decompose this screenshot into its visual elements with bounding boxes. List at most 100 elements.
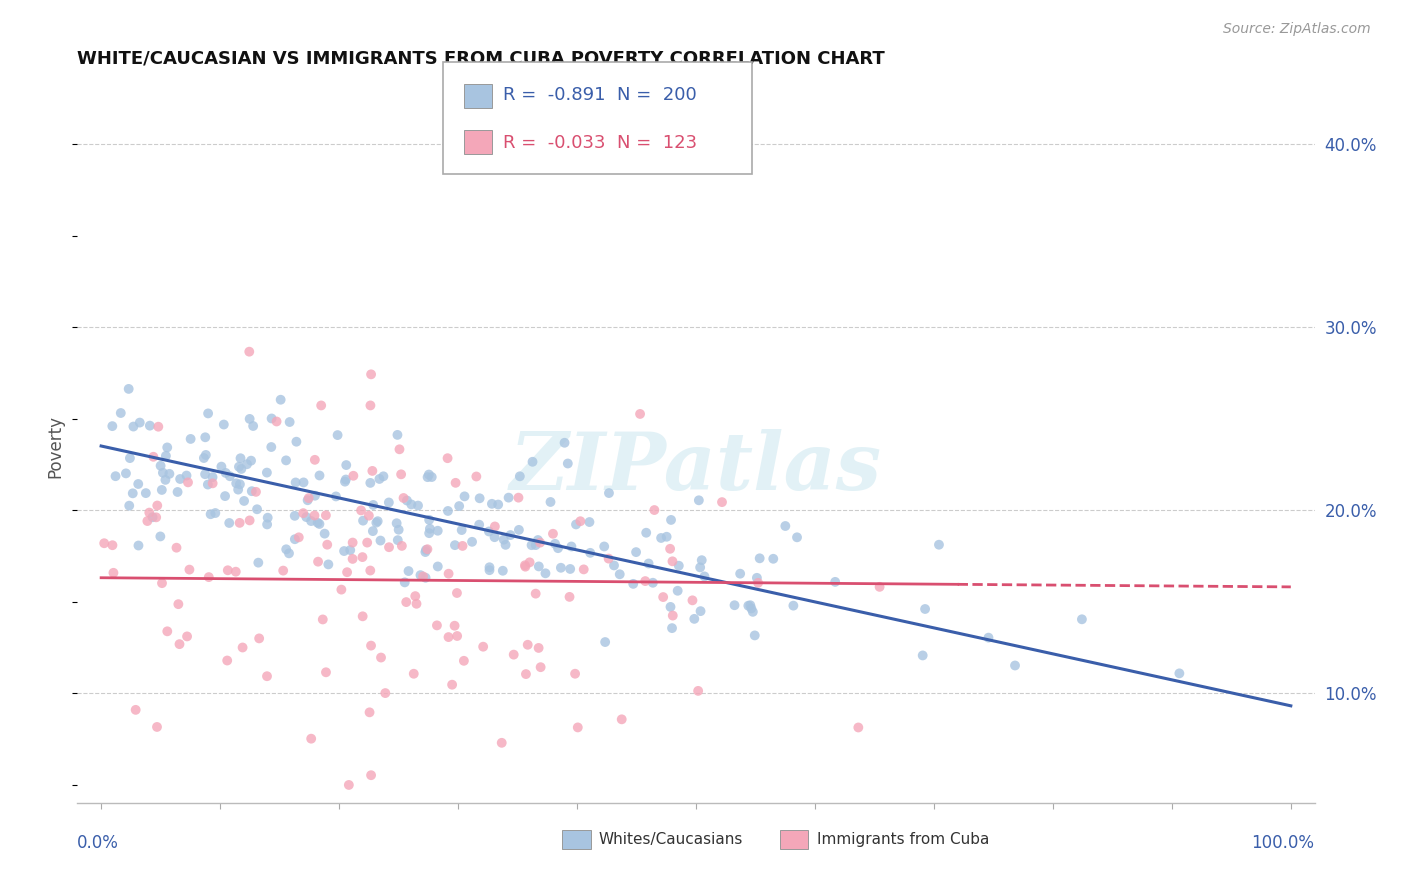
- Point: [484, 519, 506, 533]
- Point: [124, 703, 146, 717]
- Point: [352, 514, 374, 528]
- Point: [194, 430, 217, 444]
- Point: [762, 551, 785, 566]
- Point: [142, 450, 165, 464]
- Point: [304, 508, 326, 523]
- Point: [603, 558, 626, 573]
- Point: [246, 502, 269, 516]
- Point: [689, 604, 711, 618]
- Point: [274, 453, 297, 467]
- Point: [232, 640, 254, 655]
- Point: [337, 778, 360, 792]
- Point: [395, 595, 418, 609]
- Point: [239, 412, 262, 426]
- Point: [415, 545, 437, 559]
- Point: [478, 563, 501, 577]
- Point: [177, 475, 200, 490]
- Point: [409, 568, 432, 582]
- Point: [911, 648, 934, 663]
- Point: [156, 624, 179, 639]
- Point: [659, 599, 682, 614]
- Point: [530, 660, 553, 674]
- Point: [212, 417, 235, 432]
- Point: [527, 533, 550, 547]
- Point: [256, 669, 278, 683]
- Point: [650, 531, 672, 545]
- Point: [436, 451, 458, 466]
- Point: [146, 720, 169, 734]
- Point: [179, 563, 201, 577]
- Point: [486, 498, 509, 512]
- Point: [360, 768, 382, 782]
- Point: [361, 524, 384, 538]
- Point: [869, 580, 891, 594]
- Point: [453, 489, 475, 503]
- Point: [392, 491, 415, 505]
- Point: [260, 411, 283, 425]
- Point: [276, 542, 298, 557]
- Point: [297, 493, 319, 508]
- Point: [256, 510, 278, 524]
- Point: [652, 590, 675, 604]
- Point: [308, 516, 330, 531]
- Point: [395, 493, 418, 508]
- Point: [453, 654, 475, 668]
- Point: [330, 582, 353, 597]
- Point: [388, 442, 411, 457]
- Point: [420, 470, 443, 484]
- Point: [846, 721, 869, 735]
- Point: [149, 529, 172, 543]
- Text: WHITE/CAUCASIAN VS IMMIGRANTS FROM CUBA POVERTY CORRELATION CHART: WHITE/CAUCASIAN VS IMMIGRANTS FROM CUBA …: [77, 49, 886, 67]
- Point: [524, 587, 547, 601]
- Point: [557, 457, 579, 471]
- Point: [157, 467, 180, 481]
- Point: [740, 601, 762, 615]
- Point: [550, 561, 572, 575]
- Point: [256, 517, 278, 532]
- Point: [115, 467, 138, 481]
- Point: [520, 538, 543, 552]
- Point: [270, 392, 292, 407]
- Point: [567, 720, 589, 734]
- Point: [335, 473, 357, 487]
- Point: [534, 566, 557, 581]
- Point: [378, 495, 401, 509]
- Point: [127, 477, 149, 491]
- Point: [285, 434, 308, 449]
- Point: [295, 510, 318, 524]
- Point: [318, 558, 340, 572]
- Point: [637, 557, 659, 571]
- Point: [233, 494, 256, 508]
- Point: [492, 564, 515, 578]
- Point: [744, 628, 766, 642]
- Point: [325, 490, 347, 504]
- Point: [508, 491, 530, 505]
- Point: [155, 449, 177, 463]
- Point: [723, 599, 745, 613]
- Point: [387, 428, 409, 442]
- Point: [745, 571, 768, 585]
- Point: [426, 559, 449, 574]
- Point: [176, 629, 198, 643]
- Point: [118, 451, 141, 466]
- Point: [418, 467, 440, 482]
- Point: [515, 559, 537, 574]
- Point: [416, 470, 439, 484]
- Point: [513, 558, 536, 573]
- Point: [226, 483, 249, 497]
- Point: [441, 678, 464, 692]
- Point: [609, 567, 631, 582]
- Point: [228, 459, 250, 474]
- Point: [388, 523, 411, 537]
- Point: [284, 532, 307, 546]
- Point: [201, 476, 224, 491]
- Text: 0.0%: 0.0%: [77, 834, 120, 852]
- Point: [914, 602, 936, 616]
- Point: [156, 441, 179, 455]
- Point: [529, 535, 551, 549]
- Point: [333, 475, 356, 489]
- Point: [336, 565, 359, 579]
- Point: [214, 489, 236, 503]
- Point: [236, 457, 259, 471]
- Text: Source: ZipAtlas.com: Source: ZipAtlas.com: [1223, 22, 1371, 37]
